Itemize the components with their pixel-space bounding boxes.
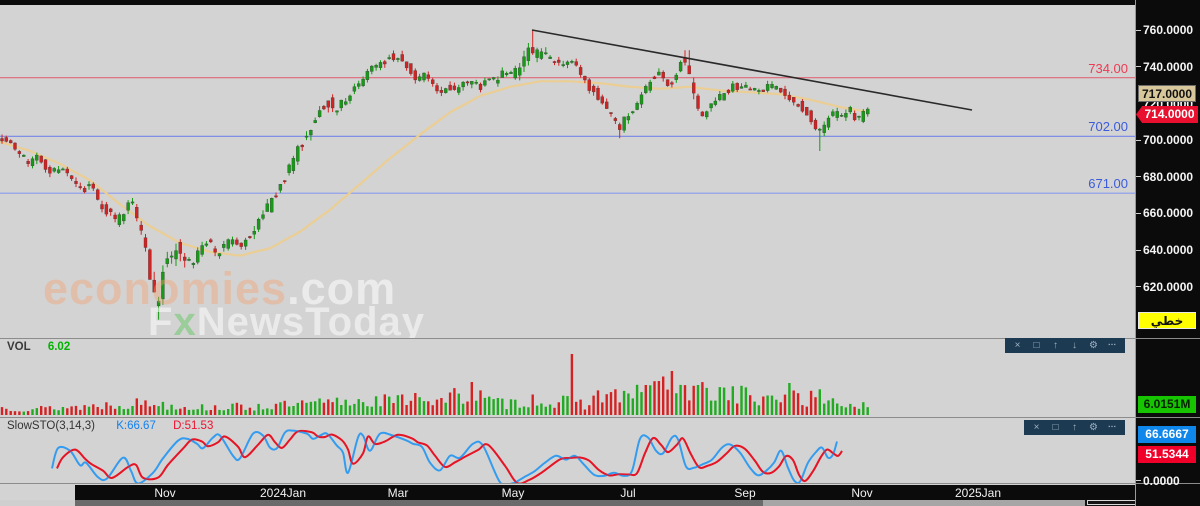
- stochastic-toolbar: × □ ↑ ⚙ ▪▪▪: [1024, 420, 1125, 435]
- stochastic-chart[interactable]: [0, 419, 1135, 484]
- price-axis[interactable]: 720.0000 717.0000 714.0000 خطي 6.0151M 6…: [1135, 0, 1200, 506]
- stochastic-title: SlowSTO(3,14,3): [7, 420, 95, 432]
- axis-tick-640: 640.0000: [1143, 243, 1194, 257]
- settings-icon[interactable]: ⚙: [1089, 340, 1098, 351]
- axis-tick-620: 620.0000: [1143, 280, 1194, 294]
- time-label-2024Jan: 2024Jan: [259, 486, 307, 500]
- top-strip: [0, 0, 1200, 5]
- move-down-icon[interactable]: ↓: [1072, 340, 1077, 351]
- level-label-734: 734.00: [1088, 60, 1128, 76]
- stochastic-header: SlowSTO(3,14,3) K:66.67 D:51.53: [7, 420, 213, 432]
- volume-chart[interactable]: [0, 340, 1135, 418]
- scale-type-tag[interactable]: خطي: [1138, 312, 1196, 329]
- axis-tick-660: 660.0000: [1143, 206, 1194, 220]
- axis-tick-dash: [1136, 286, 1141, 287]
- volume-value: 6.02: [47, 341, 71, 353]
- volume-title: VOL: [7, 341, 31, 353]
- time-label-Sep: Sep: [734, 486, 756, 500]
- level-label-702: 702.00: [1088, 119, 1128, 135]
- time-axis-bar: Nov 2024Jan Mar May Jul Sep Nov 2025Jan: [75, 485, 1135, 501]
- axis-tick-700: 700.0000: [1143, 133, 1194, 147]
- volume-header: VOL 6.02: [7, 341, 70, 353]
- volume-panel[interactable]: VOL 6.02 × □ ↑ ↓ ⚙ ▪▪▪: [0, 338, 1135, 417]
- time-label-May: May: [501, 486, 525, 500]
- close-icon[interactable]: ×: [1014, 340, 1021, 351]
- settings-icon[interactable]: ⚙: [1089, 422, 1098, 433]
- axis-tick-760: 760.0000: [1143, 23, 1194, 37]
- close-icon[interactable]: ×: [1033, 422, 1040, 433]
- time-label-Mar: Mar: [387, 486, 409, 500]
- volume-value-tag: 6.0151M: [1138, 396, 1196, 413]
- trendline[interactable]: [531, 29, 973, 111]
- time-label-2025Jan: 2025Jan: [954, 486, 1002, 500]
- axis-tick-dash: [1136, 176, 1141, 177]
- axis-separator: [1136, 483, 1200, 484]
- watermark-economies-com: economies.com: [43, 263, 397, 314]
- more-icon[interactable]: ▪▪▪: [1108, 342, 1117, 348]
- scrollbar-thumb[interactable]: [75, 500, 763, 506]
- volume-toolbar: × □ ↑ ↓ ⚙ ▪▪▪: [1005, 338, 1125, 353]
- scrollbar-gap: [0, 500, 75, 506]
- axis-tick-dash: [1136, 480, 1141, 481]
- main-chart-panel[interactable]: economies.com FxNewsToday 734.00 702.00 …: [0, 5, 1135, 342]
- stochastic-k-tag: 66.6667: [1138, 426, 1196, 443]
- candlestick-chart[interactable]: [0, 5, 1135, 338]
- axis-tick-740: 740.0000: [1143, 60, 1194, 74]
- axis-separator: [1136, 417, 1200, 418]
- stochastic-panel[interactable]: SlowSTO(3,14,3) K:66.67 D:51.53 × □ ↑ ⚙ ▪▪▪: [0, 417, 1135, 484]
- time-axis: Nov 2024Jan Mar May Jul Sep Nov 2025Jan: [0, 483, 1135, 501]
- horizontal-scrollbar[interactable]: [0, 500, 1200, 506]
- axis-tick-dash: [1136, 30, 1141, 31]
- maximize-icon[interactable]: □: [1033, 340, 1040, 351]
- scrollbar-track[interactable]: [763, 500, 1085, 506]
- last-price-tag: 714.0000: [1136, 106, 1198, 123]
- time-label-Nov: Nov: [154, 486, 176, 500]
- axis-tick-dash: [1136, 66, 1141, 67]
- axis-tick-dash: [1136, 250, 1141, 251]
- axis-tick-dash: [1136, 140, 1141, 141]
- time-label-Nov: Nov: [851, 486, 873, 500]
- axis-tick-680: 680.0000: [1143, 170, 1194, 184]
- move-up-icon[interactable]: ↑: [1072, 422, 1077, 433]
- level-label-671: 671.00: [1088, 176, 1128, 192]
- axis-separator: [1136, 338, 1200, 339]
- watermark-fxnewstoday: FxNewsToday: [148, 300, 426, 344]
- time-label-Jul: Jul: [620, 486, 636, 500]
- more-icon[interactable]: ▪▪▪: [1108, 424, 1117, 430]
- maximize-icon[interactable]: □: [1052, 422, 1059, 433]
- stochastic-zero-label: 0.0000: [1143, 474, 1180, 488]
- indicator-price-tag: 717.0000: [1138, 85, 1196, 102]
- stochastic-d-tag: 51.5344: [1138, 446, 1196, 463]
- stochastic-k-value: K:66.67: [116, 420, 156, 432]
- axis-tick-dash: [1136, 213, 1141, 214]
- stochastic-d-value: D:51.53: [173, 420, 214, 432]
- move-up-icon[interactable]: ↑: [1053, 340, 1058, 351]
